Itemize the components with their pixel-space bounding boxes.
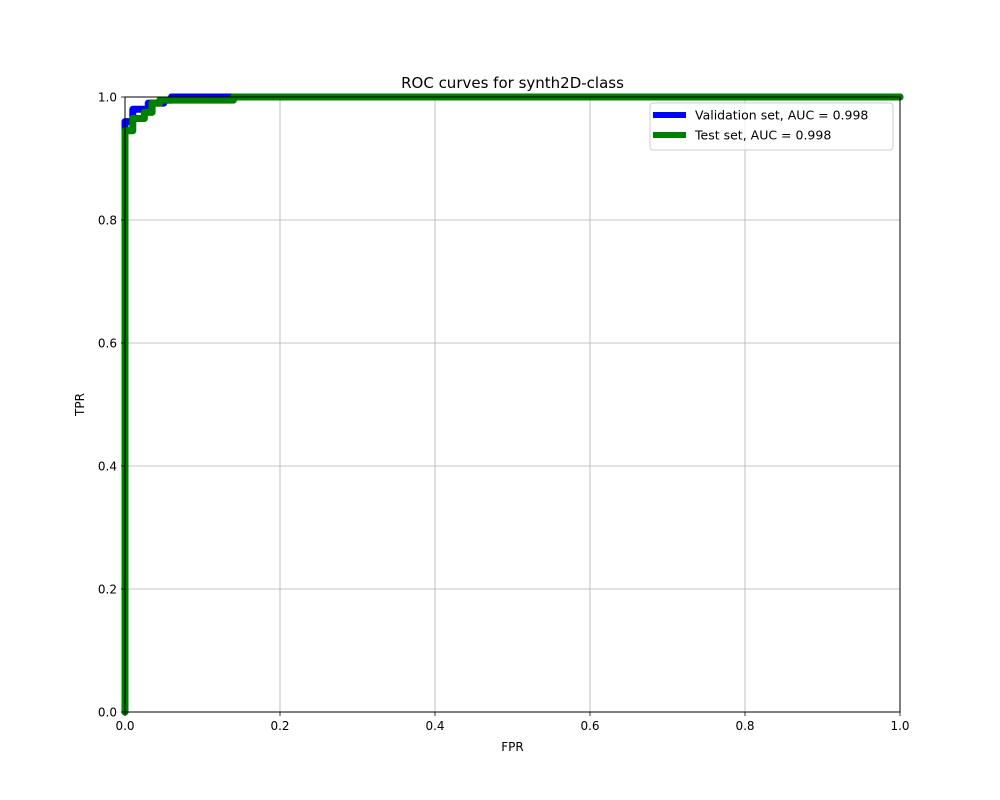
- y-axis-label: TPR: [73, 393, 87, 417]
- y-tick-label: 1.0: [98, 91, 117, 105]
- legend-box: [649, 102, 894, 151]
- y-tick-label: 0.6: [98, 337, 117, 351]
- x-tick-label: 1.0: [890, 719, 909, 733]
- legend-label-test: Test set, AUC = 0.998: [694, 128, 831, 143]
- series-layer: [121, 93, 904, 716]
- x-tick-label: 0.4: [425, 719, 444, 733]
- test-roc-curve: [121, 93, 904, 716]
- x-tick-label: 0.6: [580, 719, 599, 733]
- y-tick-label: 0.4: [98, 460, 117, 474]
- x-axis-label: FPR: [501, 740, 523, 754]
- x-tick-label: 0.0: [115, 719, 134, 733]
- plot-frame: [124, 96, 901, 713]
- grid-lines: [124, 96, 901, 713]
- x-tick-label: 0.2: [270, 719, 289, 733]
- y-tick-label: 0.0: [98, 706, 117, 720]
- x-tick-label: 0.8: [735, 719, 754, 733]
- y-tick-label: 0.8: [98, 214, 117, 228]
- chart-title: ROC curves for synth2D-class: [401, 74, 624, 92]
- legend: Validation set, AUC = 0.998 Test set, AU…: [649, 102, 894, 151]
- y-tick-label: 0.2: [98, 583, 117, 597]
- axis-ticks: 0.0 0.2 0.4 0.6 0.8 1.0 0.0 0.2 0.4 0.6 0.8 1.0: [98, 91, 910, 734]
- legend-label-validation: Validation set, AUC = 0.998: [695, 108, 868, 123]
